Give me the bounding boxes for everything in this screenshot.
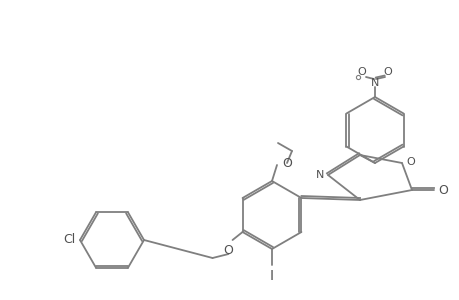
- Text: N: N: [315, 170, 323, 180]
- Text: O: O: [437, 184, 447, 196]
- Text: O: O: [357, 67, 365, 77]
- Text: O: O: [383, 67, 392, 77]
- Text: O: O: [281, 157, 291, 169]
- Text: N: N: [370, 78, 378, 88]
- Text: O: O: [405, 157, 414, 167]
- Text: I: I: [269, 269, 274, 283]
- Text: Cl: Cl: [64, 233, 76, 247]
- Text: O: O: [223, 244, 233, 257]
